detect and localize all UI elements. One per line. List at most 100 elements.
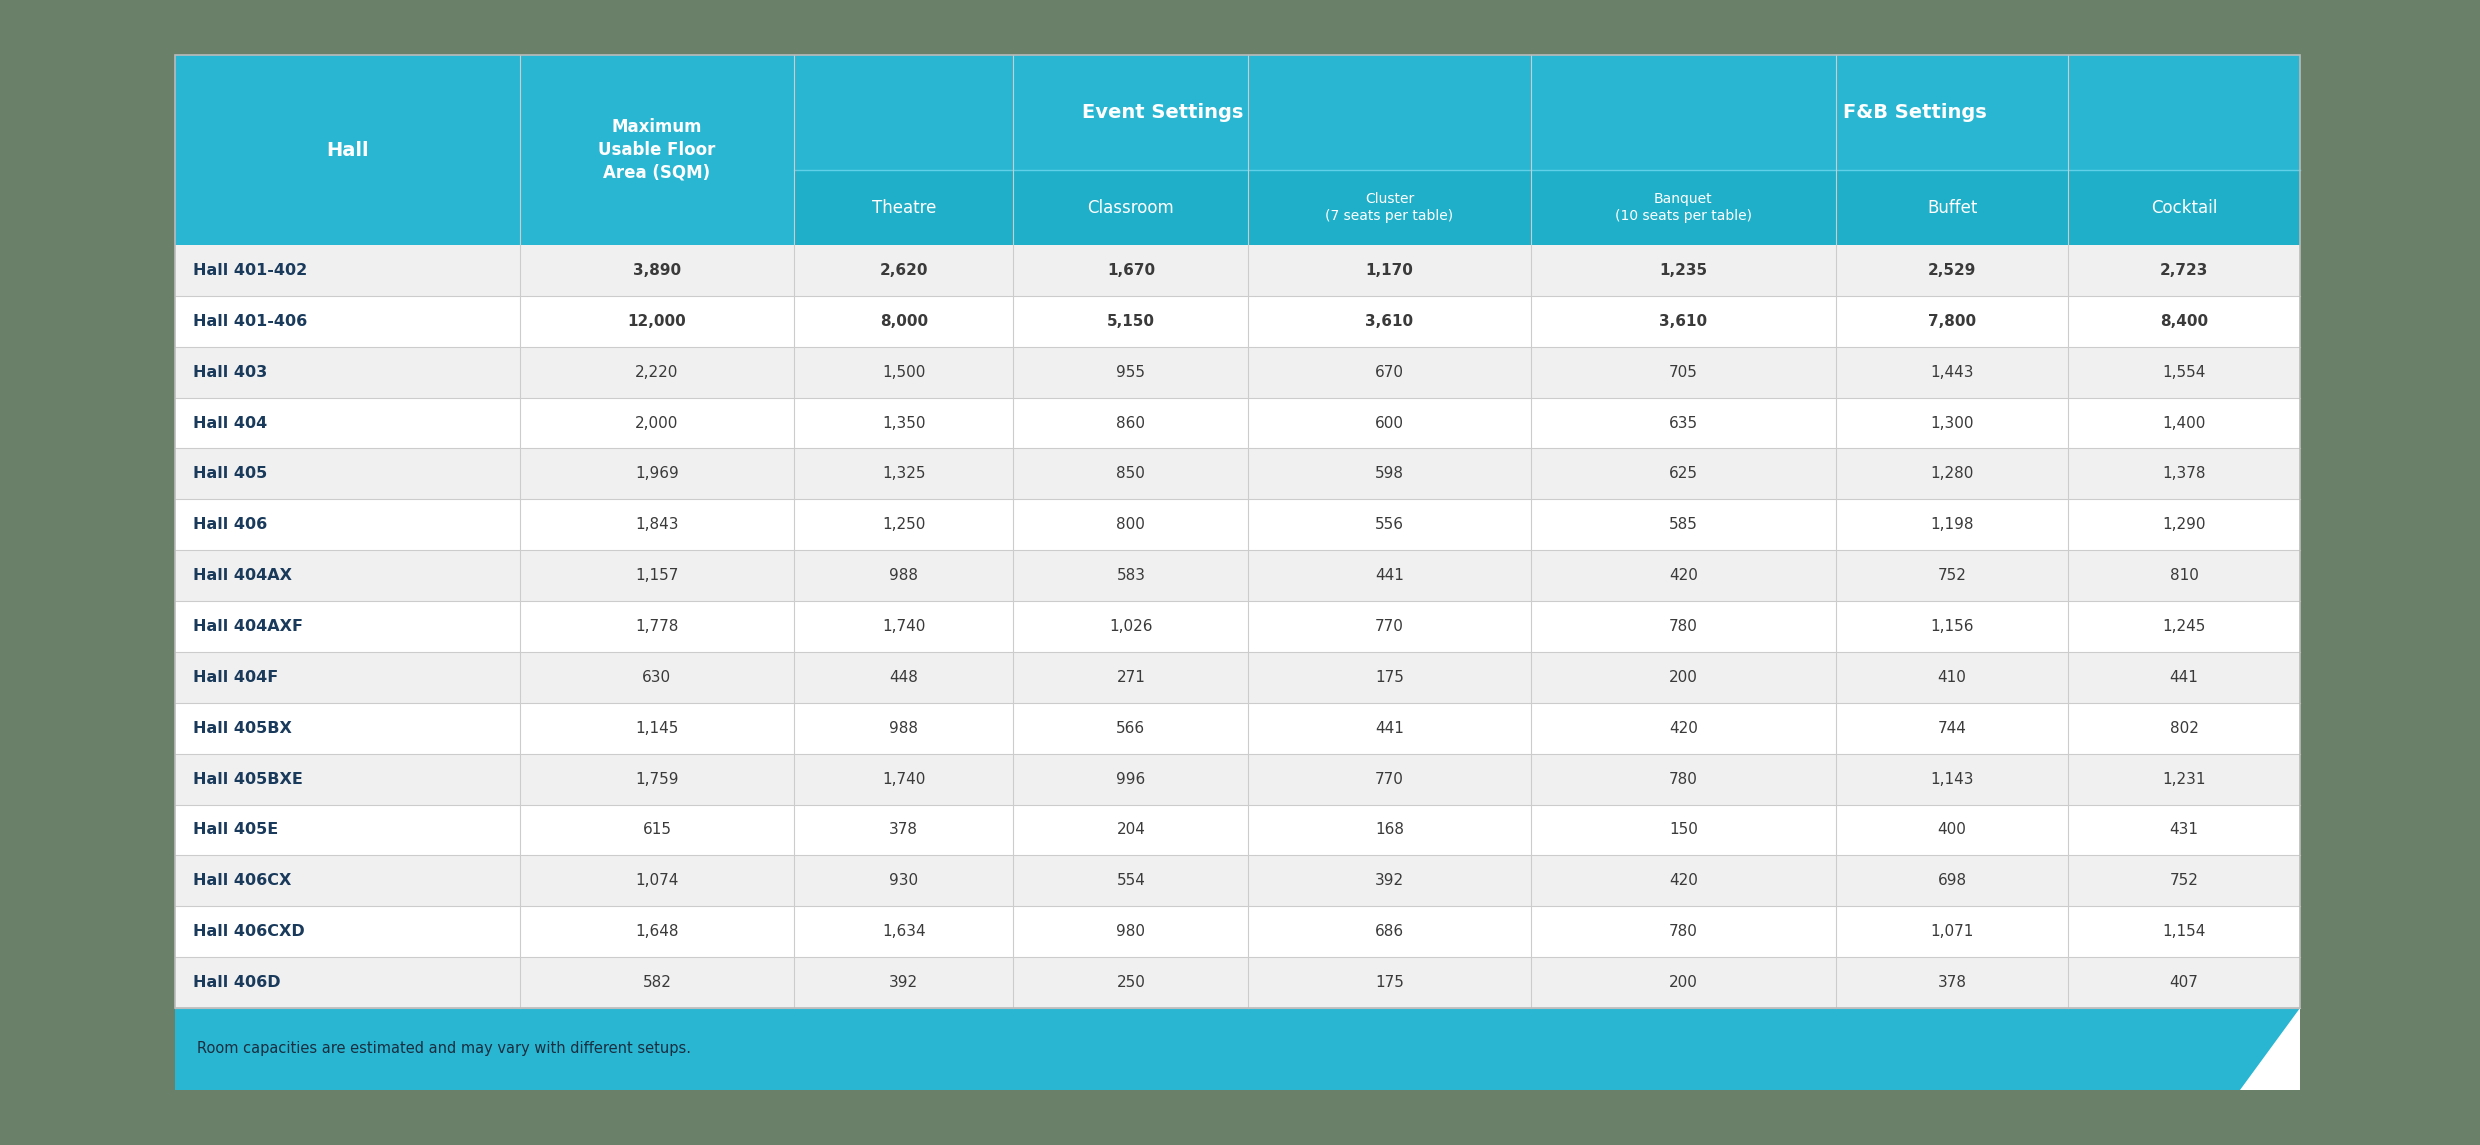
Text: 2,723: 2,723 <box>2160 263 2207 278</box>
Text: 3,610: 3,610 <box>1366 314 1414 329</box>
Bar <box>176 906 2299 957</box>
Text: 554: 554 <box>1116 874 1146 889</box>
Text: Buffet: Buffet <box>1927 198 1977 216</box>
Text: 1,400: 1,400 <box>2163 416 2205 431</box>
Polygon shape <box>176 1008 2299 1090</box>
Bar <box>176 855 2299 906</box>
Text: Hall 405BX: Hall 405BX <box>193 720 293 736</box>
Text: Hall 401-406: Hall 401-406 <box>193 314 308 329</box>
Text: 448: 448 <box>890 670 918 685</box>
Text: 802: 802 <box>2170 720 2197 736</box>
Text: 1,443: 1,443 <box>1929 364 1974 380</box>
Text: 1,843: 1,843 <box>635 518 680 532</box>
Bar <box>2068 169 2299 245</box>
Text: Hall 405E: Hall 405E <box>193 822 278 837</box>
Text: 175: 175 <box>1374 670 1404 685</box>
Text: 585: 585 <box>1669 518 1699 532</box>
Bar <box>521 55 794 245</box>
Text: 2,000: 2,000 <box>635 416 680 431</box>
Text: 780: 780 <box>1669 772 1699 787</box>
Text: Hall 404: Hall 404 <box>193 416 268 431</box>
Text: 1,198: 1,198 <box>1929 518 1974 532</box>
Text: 3,890: 3,890 <box>632 263 682 278</box>
Text: 168: 168 <box>1374 822 1404 837</box>
Text: 600: 600 <box>1374 416 1404 431</box>
Text: 1,300: 1,300 <box>1929 416 1974 431</box>
Text: 698: 698 <box>1937 874 1967 889</box>
Text: 420: 420 <box>1669 568 1699 583</box>
Text: 705: 705 <box>1669 364 1699 380</box>
Text: Hall 403: Hall 403 <box>193 364 268 380</box>
Text: 407: 407 <box>2170 976 2197 990</box>
Text: 635: 635 <box>1669 416 1699 431</box>
Text: 420: 420 <box>1669 874 1699 889</box>
Text: 1,235: 1,235 <box>1659 263 1706 278</box>
Text: 752: 752 <box>2170 874 2197 889</box>
Text: 204: 204 <box>1116 822 1146 837</box>
Text: 3,610: 3,610 <box>1659 314 1706 329</box>
Bar <box>176 703 2299 753</box>
Bar <box>176 753 2299 805</box>
Text: 1,778: 1,778 <box>635 619 680 634</box>
Text: 1,156: 1,156 <box>1929 619 1974 634</box>
Bar <box>176 805 2299 855</box>
Text: Hall 406CXD: Hall 406CXD <box>193 924 305 939</box>
Bar <box>794 55 1530 169</box>
Bar <box>176 499 2299 551</box>
Text: 630: 630 <box>642 670 672 685</box>
Text: 1,280: 1,280 <box>1929 466 1974 481</box>
Text: 1,026: 1,026 <box>1109 619 1153 634</box>
Text: Cluster
(7 seats per table): Cluster (7 seats per table) <box>1324 191 1453 223</box>
Text: 420: 420 <box>1669 720 1699 736</box>
Text: 996: 996 <box>1116 772 1146 787</box>
Text: Maximum
Usable Floor
Area (SQM): Maximum Usable Floor Area (SQM) <box>598 118 717 182</box>
Text: 686: 686 <box>1374 924 1404 939</box>
Text: 582: 582 <box>642 976 672 990</box>
Text: 770: 770 <box>1374 772 1404 787</box>
Text: F&B Settings: F&B Settings <box>1843 103 1986 123</box>
Text: 150: 150 <box>1669 822 1699 837</box>
Bar <box>1247 169 1530 245</box>
Text: 12,000: 12,000 <box>627 314 687 329</box>
Bar <box>176 347 2299 397</box>
Text: Classroom: Classroom <box>1089 198 1176 216</box>
Text: 378: 378 <box>890 822 918 837</box>
Bar <box>1530 169 1835 245</box>
Text: 441: 441 <box>2170 670 2197 685</box>
Bar <box>176 55 521 245</box>
Bar <box>176 55 2299 1090</box>
Text: 1,740: 1,740 <box>883 772 925 787</box>
Text: Hall 401-402: Hall 401-402 <box>193 263 308 278</box>
Text: 2,220: 2,220 <box>635 364 680 380</box>
Text: 378: 378 <box>1937 976 1967 990</box>
Text: 200: 200 <box>1669 670 1699 685</box>
Text: Hall 405: Hall 405 <box>193 466 268 481</box>
Bar <box>176 449 2299 499</box>
Bar <box>1530 55 2299 169</box>
Text: 810: 810 <box>2170 568 2197 583</box>
Text: 1,378: 1,378 <box>2163 466 2205 481</box>
Bar <box>1835 169 2068 245</box>
Text: 1,143: 1,143 <box>1929 772 1974 787</box>
Text: Cocktail: Cocktail <box>2150 198 2217 216</box>
Text: 752: 752 <box>1937 568 1967 583</box>
Text: 1,969: 1,969 <box>635 466 680 481</box>
Text: 1,074: 1,074 <box>635 874 680 889</box>
Text: 1,157: 1,157 <box>635 568 680 583</box>
Text: 770: 770 <box>1374 619 1404 634</box>
Text: 780: 780 <box>1669 924 1699 939</box>
Text: 1,350: 1,350 <box>883 416 925 431</box>
Text: 800: 800 <box>1116 518 1146 532</box>
Text: 1,071: 1,071 <box>1929 924 1974 939</box>
Text: Hall 404AX: Hall 404AX <box>193 568 293 583</box>
Bar <box>176 397 2299 449</box>
Text: 8,000: 8,000 <box>880 314 928 329</box>
Text: Room capacities are estimated and may vary with different setups.: Room capacities are estimated and may va… <box>196 1042 692 1057</box>
Text: 400: 400 <box>1937 822 1967 837</box>
Text: 850: 850 <box>1116 466 1146 481</box>
Text: 980: 980 <box>1116 924 1146 939</box>
Text: 1,250: 1,250 <box>883 518 925 532</box>
Bar <box>176 245 2299 295</box>
Text: 556: 556 <box>1374 518 1404 532</box>
Text: 1,634: 1,634 <box>883 924 925 939</box>
